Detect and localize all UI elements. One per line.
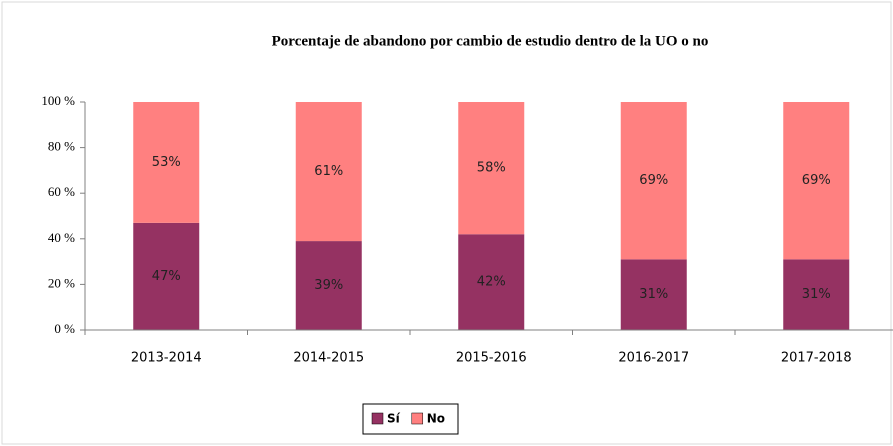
data-label: 31% bbox=[802, 287, 831, 302]
data-label: 31% bbox=[639, 287, 668, 302]
x-tick-label: 2014-2015 bbox=[293, 351, 364, 366]
bar-segment bbox=[783, 259, 850, 330]
bar-segment bbox=[458, 102, 525, 235]
bar-segment bbox=[295, 102, 362, 242]
y-tick-label: 100 % bbox=[41, 93, 75, 108]
bar-segment bbox=[620, 102, 687, 260]
data-label: 69% bbox=[802, 173, 831, 188]
x-tick-label: 2013-2014 bbox=[131, 351, 202, 366]
chart-title: Porcentaje de abandono por cambio de est… bbox=[272, 33, 709, 49]
x-tick-label: 2017-2018 bbox=[781, 351, 852, 366]
x-tick-label: 2015-2016 bbox=[456, 351, 527, 366]
y-tick-label: 20 % bbox=[48, 275, 75, 290]
bar-segment bbox=[295, 241, 362, 330]
data-label: 53% bbox=[152, 155, 181, 170]
data-label: 42% bbox=[477, 275, 506, 290]
legend-label: Sí bbox=[387, 412, 401, 426]
y-tick-label: 80 % bbox=[48, 139, 75, 154]
data-label: 69% bbox=[639, 173, 668, 188]
data-label: 39% bbox=[314, 278, 343, 293]
x-tick-label: 2016-2017 bbox=[618, 351, 689, 366]
y-tick-label: 0 % bbox=[54, 321, 75, 336]
data-label: 61% bbox=[314, 164, 343, 179]
bar-segment bbox=[133, 102, 200, 223]
y-tick-label: 40 % bbox=[48, 230, 75, 245]
y-tick-label: 60 % bbox=[48, 184, 75, 199]
data-label: 47% bbox=[152, 269, 181, 284]
bar-segment bbox=[458, 234, 525, 330]
legend-label: No bbox=[427, 412, 445, 426]
legend-swatch bbox=[411, 412, 424, 425]
bar-segment bbox=[620, 259, 687, 330]
data-label: 58% bbox=[477, 161, 506, 176]
bar-segment bbox=[133, 222, 200, 330]
bar-segment bbox=[783, 102, 850, 260]
legend-swatch bbox=[371, 412, 384, 425]
